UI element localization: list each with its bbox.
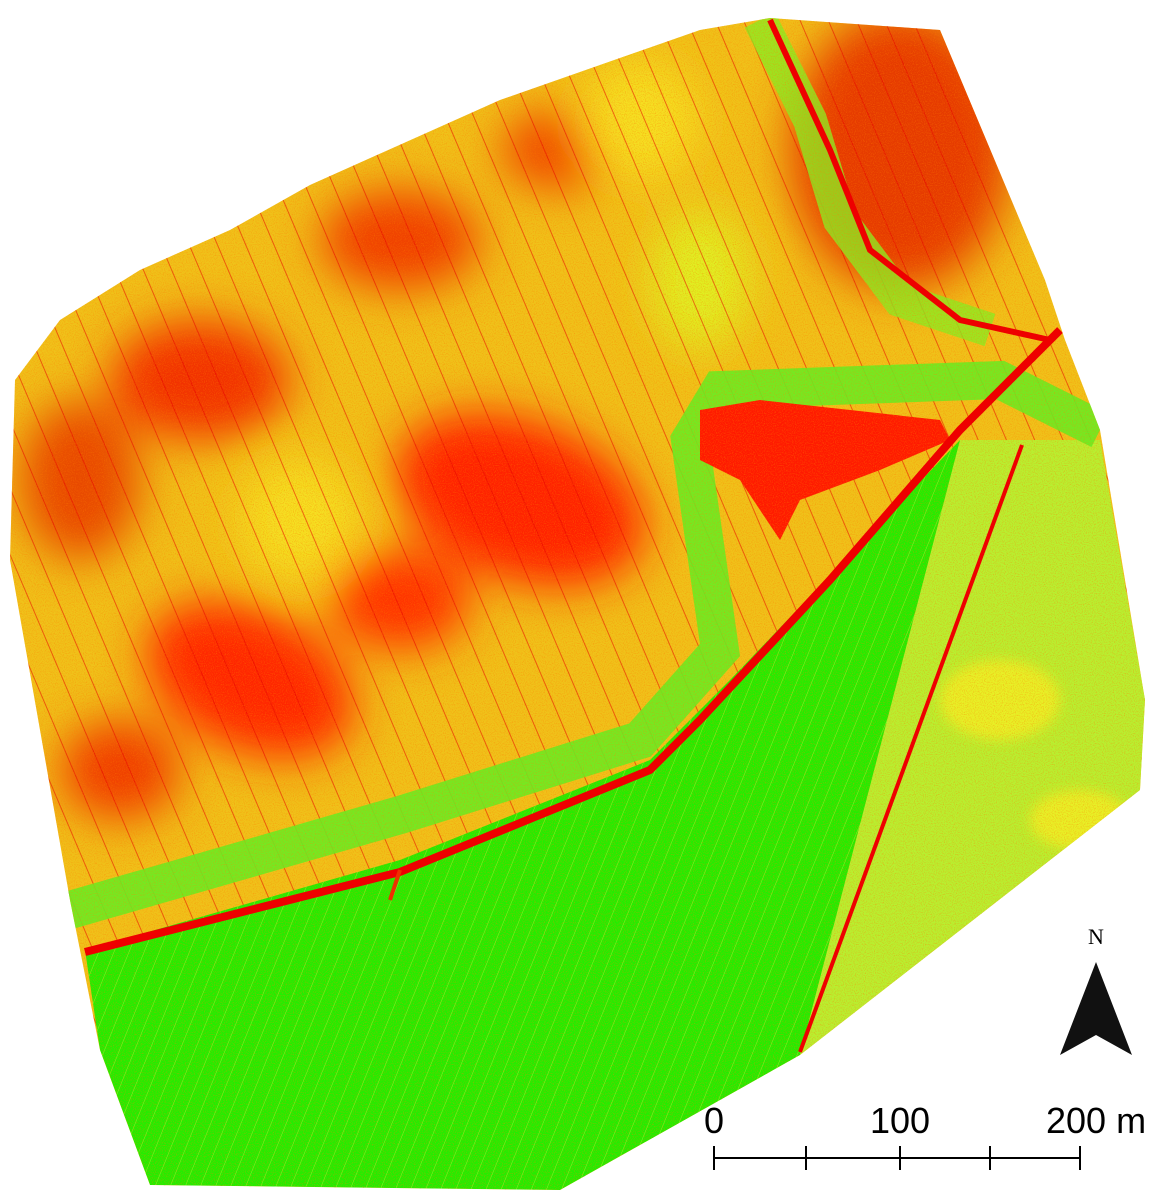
north-arrow-shape — [1060, 962, 1132, 1055]
page: N 0 100 200 m (() => { const data = JSON… — [0, 0, 1171, 1195]
north-label: N — [1088, 924, 1104, 949]
scale-label: 100 — [870, 1100, 930, 1141]
scale-label: 200 m — [1046, 1100, 1146, 1141]
north-arrow: N — [1060, 924, 1132, 1055]
aerial-image — [0, 0, 1171, 1195]
scale-label: 0 — [704, 1100, 724, 1141]
scale-bar — [714, 1146, 1080, 1170]
map: N 0 100 200 m — [0, 0, 1171, 1195]
